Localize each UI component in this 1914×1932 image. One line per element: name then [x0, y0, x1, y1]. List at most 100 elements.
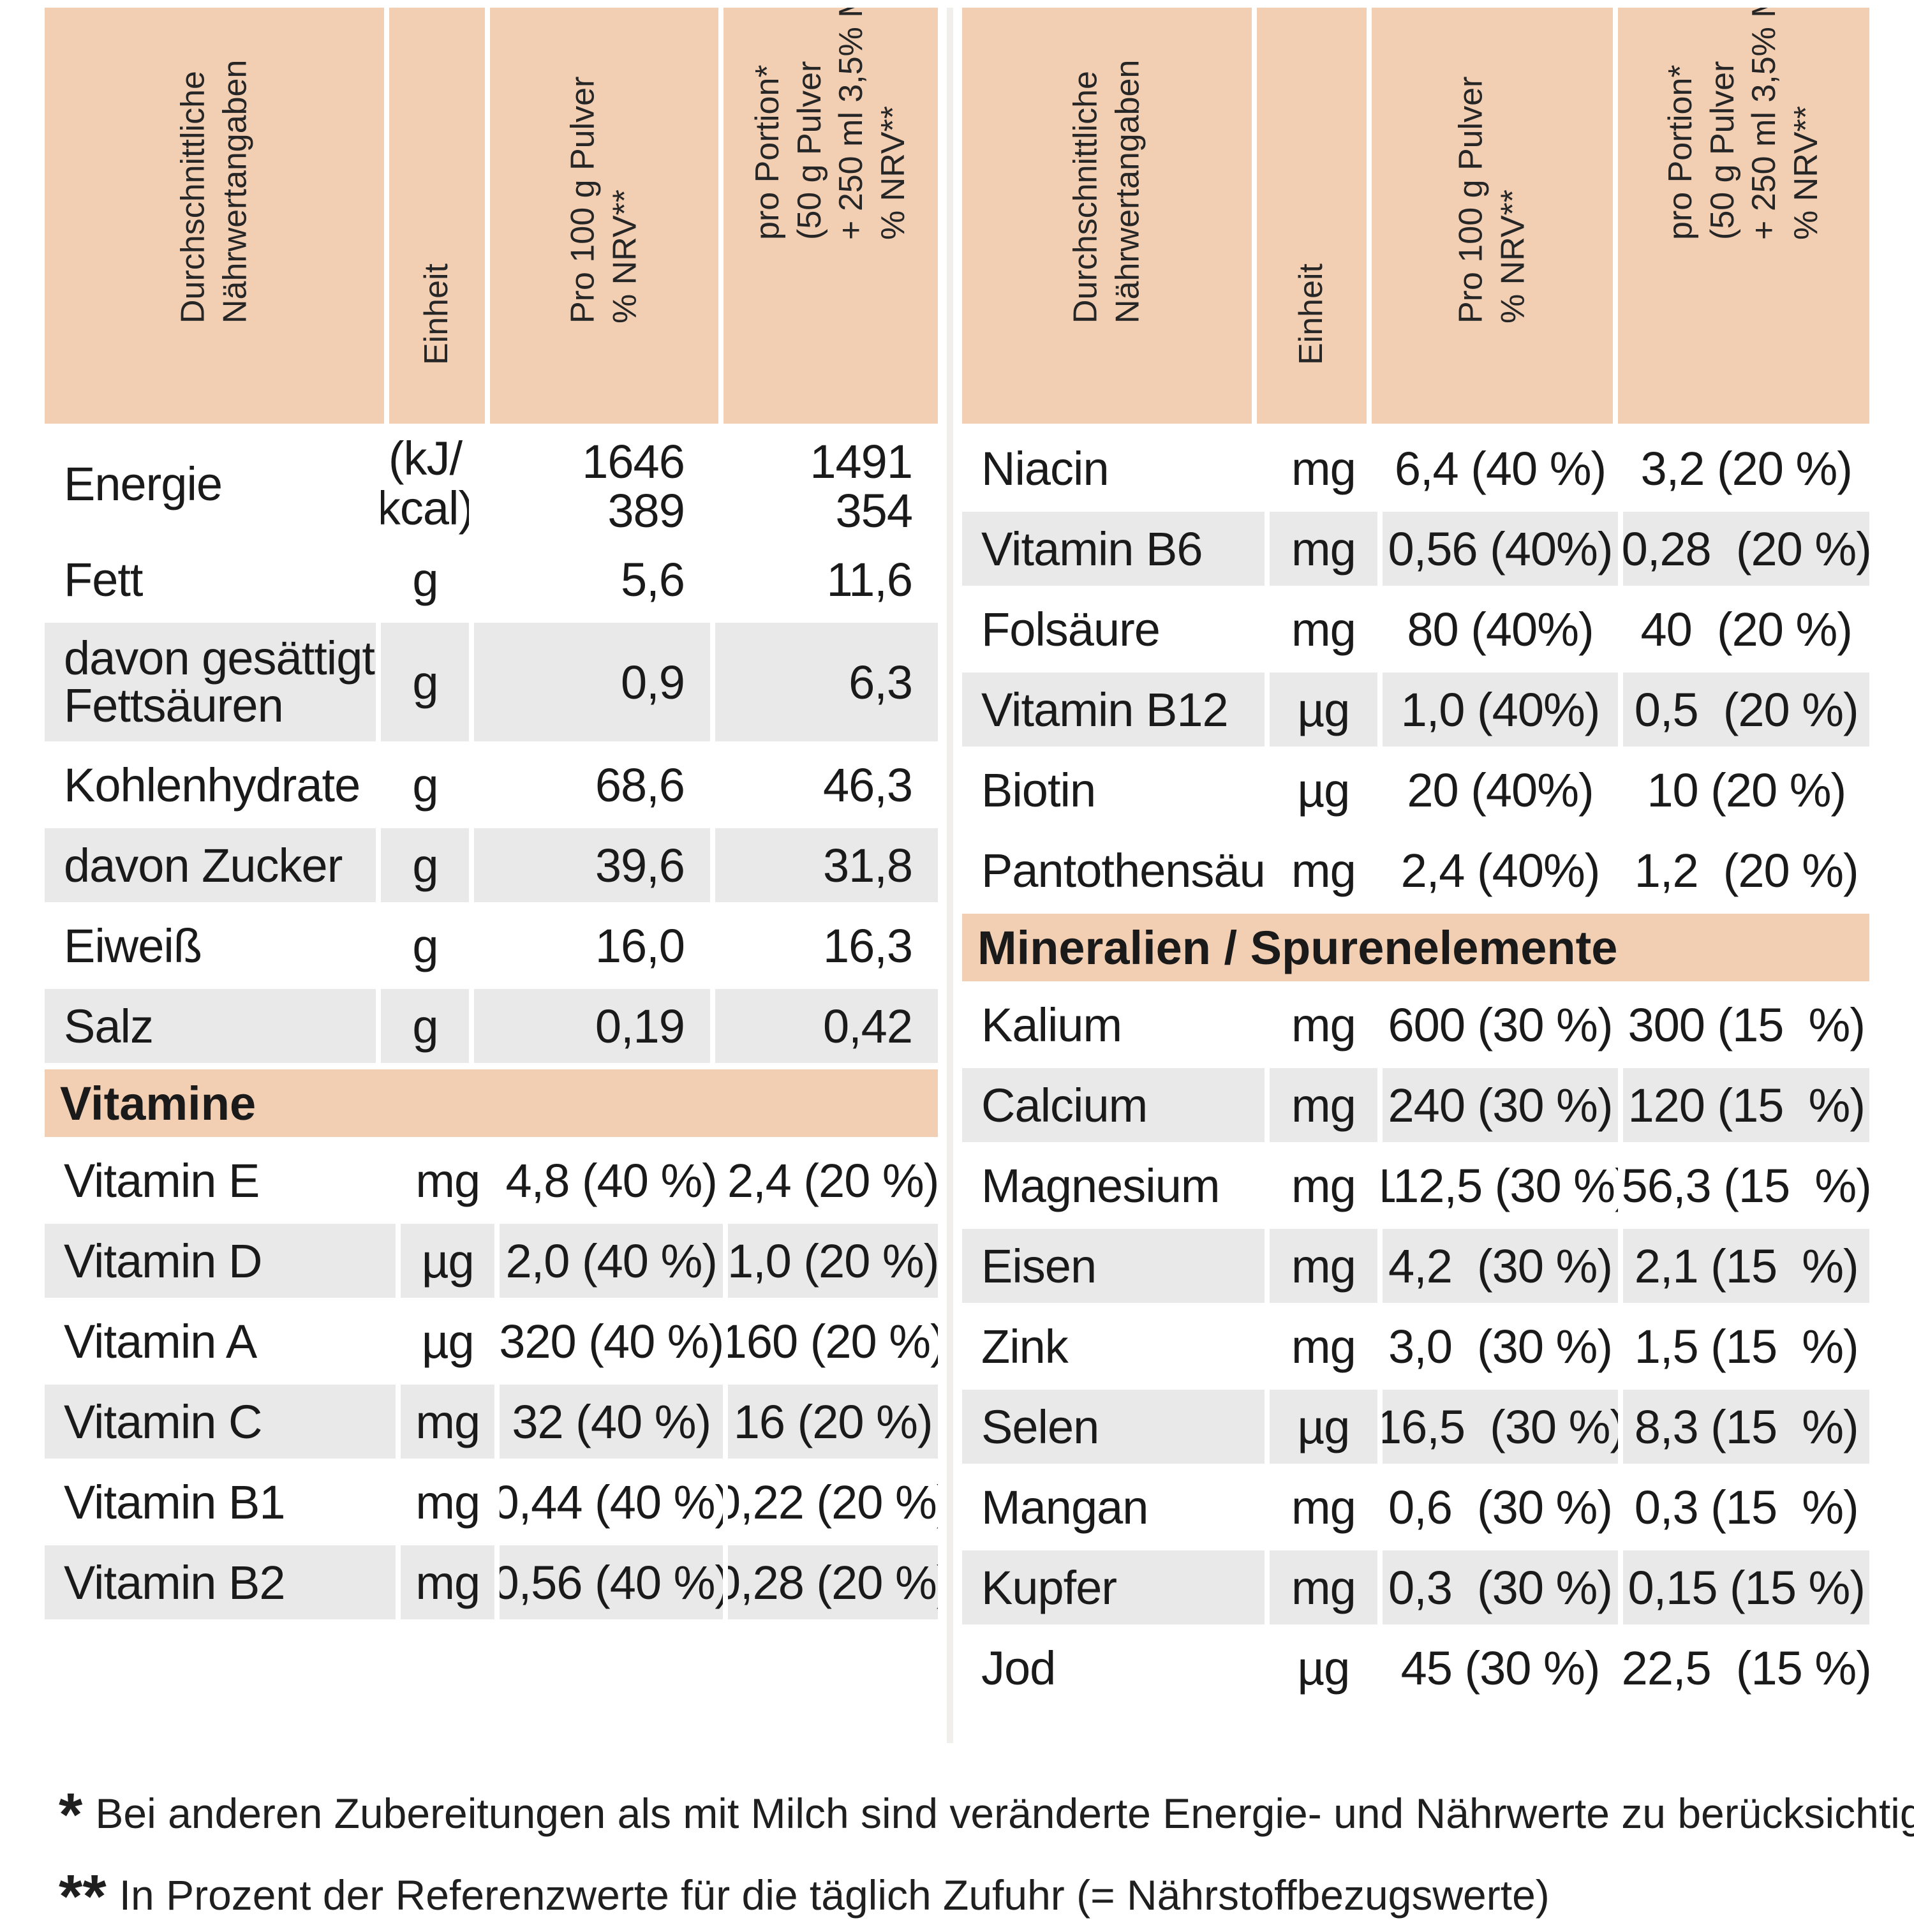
- unit: mg: [1270, 1470, 1377, 1544]
- value-per-portion: 1,0 (20 %): [728, 1224, 938, 1298]
- nutrient-name: davon Zucker: [45, 828, 376, 902]
- footnote-text: Bei anderen Zubereitungen als mit Milch …: [95, 1790, 1914, 1837]
- table-row: Mangan mg 0,6 (30 %) 0,3 (15 %): [962, 1470, 1869, 1544]
- value-per-portion: 0,22 (20 %): [728, 1465, 938, 1539]
- footnote-marker: *: [59, 1781, 83, 1849]
- nutrient-name: Kalium: [962, 988, 1265, 1062]
- table-row: Vitamin B6 mg 0,56 (40%) 0,28 (20 %): [962, 512, 1869, 586]
- unit: mg: [1270, 592, 1377, 666]
- header-nutrients-text: Durchschnittliche Nährwertangaben: [1067, 59, 1146, 323]
- value-per-portion: 0,28 (20 %): [1623, 512, 1869, 586]
- unit: mg: [1270, 833, 1377, 907]
- footnote-marker: **: [59, 1862, 107, 1931]
- minerals-list: Kalium mg 600 (30 %) 300 (15 %) Calcium mg 240…: [962, 988, 1869, 1705]
- nutrient-name: Vitamin B12: [962, 672, 1265, 747]
- nutrient-name: Vitamin C: [45, 1385, 396, 1459]
- header-unit-text: Einheit: [418, 264, 455, 366]
- table-row: Eisen mg 4,2 (30 %) 2,1 (15 %): [962, 1229, 1869, 1303]
- value-per-100g: 1,0 (40%): [1382, 672, 1619, 747]
- value-per-100g: 4,8 (40 %): [500, 1143, 723, 1217]
- value-per-portion: 2,1 (15 %): [1623, 1229, 1869, 1303]
- header-nutrients-text: Durchschnittliche Nährwertangaben: [174, 59, 254, 323]
- table-row: Kupfer mg 0,3 (30 %) 0,15 (15 %): [962, 1550, 1869, 1624]
- header-per-portion: pro Portion* (50 g Pulver + 250 ml 3,5% …: [723, 8, 938, 424]
- value-per-portion: 0,3 (15 %): [1623, 1470, 1869, 1544]
- value-per-100g: 45 (30 %): [1382, 1631, 1619, 1705]
- unit: g: [381, 909, 470, 983]
- table-row: Niacin mg 6,4 (40 %) 3,2 (20 %): [962, 431, 1869, 505]
- value-per-portion: 0,5 (20 %): [1623, 672, 1869, 747]
- table-row: Calcium mg 240 (30 %) 120 (15 %): [962, 1068, 1869, 1142]
- value-per-100g: 2,0 (40 %): [500, 1224, 723, 1298]
- header-per-portion: pro Portion* (50 g Pulver + 250 ml 3,5% …: [1618, 8, 1869, 424]
- unit: mg: [1270, 1229, 1377, 1303]
- table-row: Vitamin B12 µg 1,0 (40%) 0,5 (20 %): [962, 672, 1869, 747]
- text-line: (kJ/: [388, 432, 463, 486]
- table-row: Salz g 0,19 0,42: [45, 989, 938, 1063]
- unit: g: [381, 623, 470, 741]
- value-per-portion: 0,42: [715, 989, 938, 1063]
- unit: mg: [401, 1143, 495, 1217]
- table-row: Pantothensäuremg2,4 (40%)1,2 (20 %): [962, 833, 1869, 907]
- text-line: Fettsäuren: [64, 679, 284, 732]
- value-per-portion: 1491 354: [715, 431, 938, 536]
- unit: mg: [1270, 1550, 1377, 1624]
- value-per-100g: 0,56 (40%): [1382, 512, 1619, 586]
- value-per-100g: 1646 389: [474, 431, 710, 536]
- value-per-100g: 16,0: [474, 909, 710, 983]
- footnote-1: * Bei anderen Zubereitungen als mit Milch…: [59, 1780, 1914, 1850]
- header-per-100g-text: Pro 100 g Pulver % NRV**: [1452, 76, 1532, 323]
- table-row: Biotin µg 20 (40%) 10 (20 %): [962, 753, 1869, 827]
- basic-nutrients: Energie (kJ/kcal) 1646 389 1491 354 Fett g 5,6 11…: [45, 431, 938, 1063]
- value-per-100g: 600 (30 %): [1382, 988, 1619, 1062]
- value-per-portion: 16 (20 %): [728, 1385, 938, 1459]
- nutrient-name: Calcium: [962, 1068, 1265, 1142]
- table-row: Magnesium mg 112,5 (30 %) 56,3 (15 %): [962, 1148, 1869, 1222]
- value-per-portion: 40 (20 %): [1623, 592, 1869, 666]
- unit: mg: [1270, 512, 1377, 586]
- value-per-100g: 2,4 (40%): [1382, 833, 1619, 907]
- unit: g: [381, 542, 470, 616]
- nutrient-name: Pantothensäure: [962, 833, 1265, 907]
- nutrient-name: davon gesättigte Fettsäuren: [45, 623, 376, 741]
- value-per-portion: 300 (15 %): [1623, 988, 1869, 1062]
- nutrient-name: Zink: [962, 1309, 1265, 1383]
- nutrient-name: Mangan: [962, 1470, 1265, 1544]
- nutrient-name: Kohlenhydrate: [45, 748, 376, 822]
- table-row: davon gesättigte Fettsäuren g 0,9 6,3: [45, 623, 938, 741]
- footnote-2: ** In Prozent der Referenzwerte für die t…: [59, 1862, 1550, 1932]
- unit: (kJ/kcal): [381, 431, 470, 536]
- value-per-100g: 16,5 (30 %): [1382, 1390, 1619, 1464]
- value-per-portion: 46,3: [715, 748, 938, 822]
- nutrient-name: Biotin: [962, 753, 1265, 827]
- footnote-text: In Prozent der Referenzwerte für die täg…: [119, 1871, 1550, 1919]
- value-per-portion: 2,4 (20 %): [728, 1143, 938, 1217]
- header-unit-text: Einheit: [1293, 264, 1330, 366]
- text-line: davon gesättigte: [64, 632, 376, 685]
- value-per-100g: 4,2 (30 %): [1382, 1229, 1619, 1303]
- nutrient-name: Jod: [962, 1631, 1265, 1705]
- header-nutrients: Durchschnittliche Nährwertangaben: [962, 8, 1252, 424]
- nutrient-name: Magnesium: [962, 1148, 1265, 1222]
- value-per-portion: 1,2 (20 %): [1623, 833, 1869, 907]
- table-row: Jod µg 45 (30 %) 22,5 (15 %): [962, 1631, 1869, 1705]
- nutrient-name: Vitamin D: [45, 1224, 396, 1298]
- header-per-100g: Pro 100 g Pulver % NRV**: [1372, 8, 1613, 424]
- value-per-portion: 22,5 (15 %): [1623, 1631, 1869, 1705]
- value-per-100g: 5,6: [474, 542, 710, 616]
- nutrient-name: Folsäure: [962, 592, 1265, 666]
- value-per-100g: 32 (40 %): [500, 1385, 723, 1459]
- nutrient-name: Niacin: [962, 431, 1265, 505]
- table-row: Eiweiß g 16,0 16,3: [45, 909, 938, 983]
- unit: µg: [1270, 1631, 1377, 1705]
- nutrient-name: Vitamin B6: [962, 512, 1265, 586]
- unit: µg: [1270, 1390, 1377, 1464]
- value-per-portion: 0,15 (15 %): [1623, 1550, 1869, 1624]
- unit: g: [381, 989, 470, 1063]
- nutrient-name: Vitamin A: [45, 1304, 396, 1378]
- value-per-100g: 3,0 (30 %): [1382, 1309, 1619, 1383]
